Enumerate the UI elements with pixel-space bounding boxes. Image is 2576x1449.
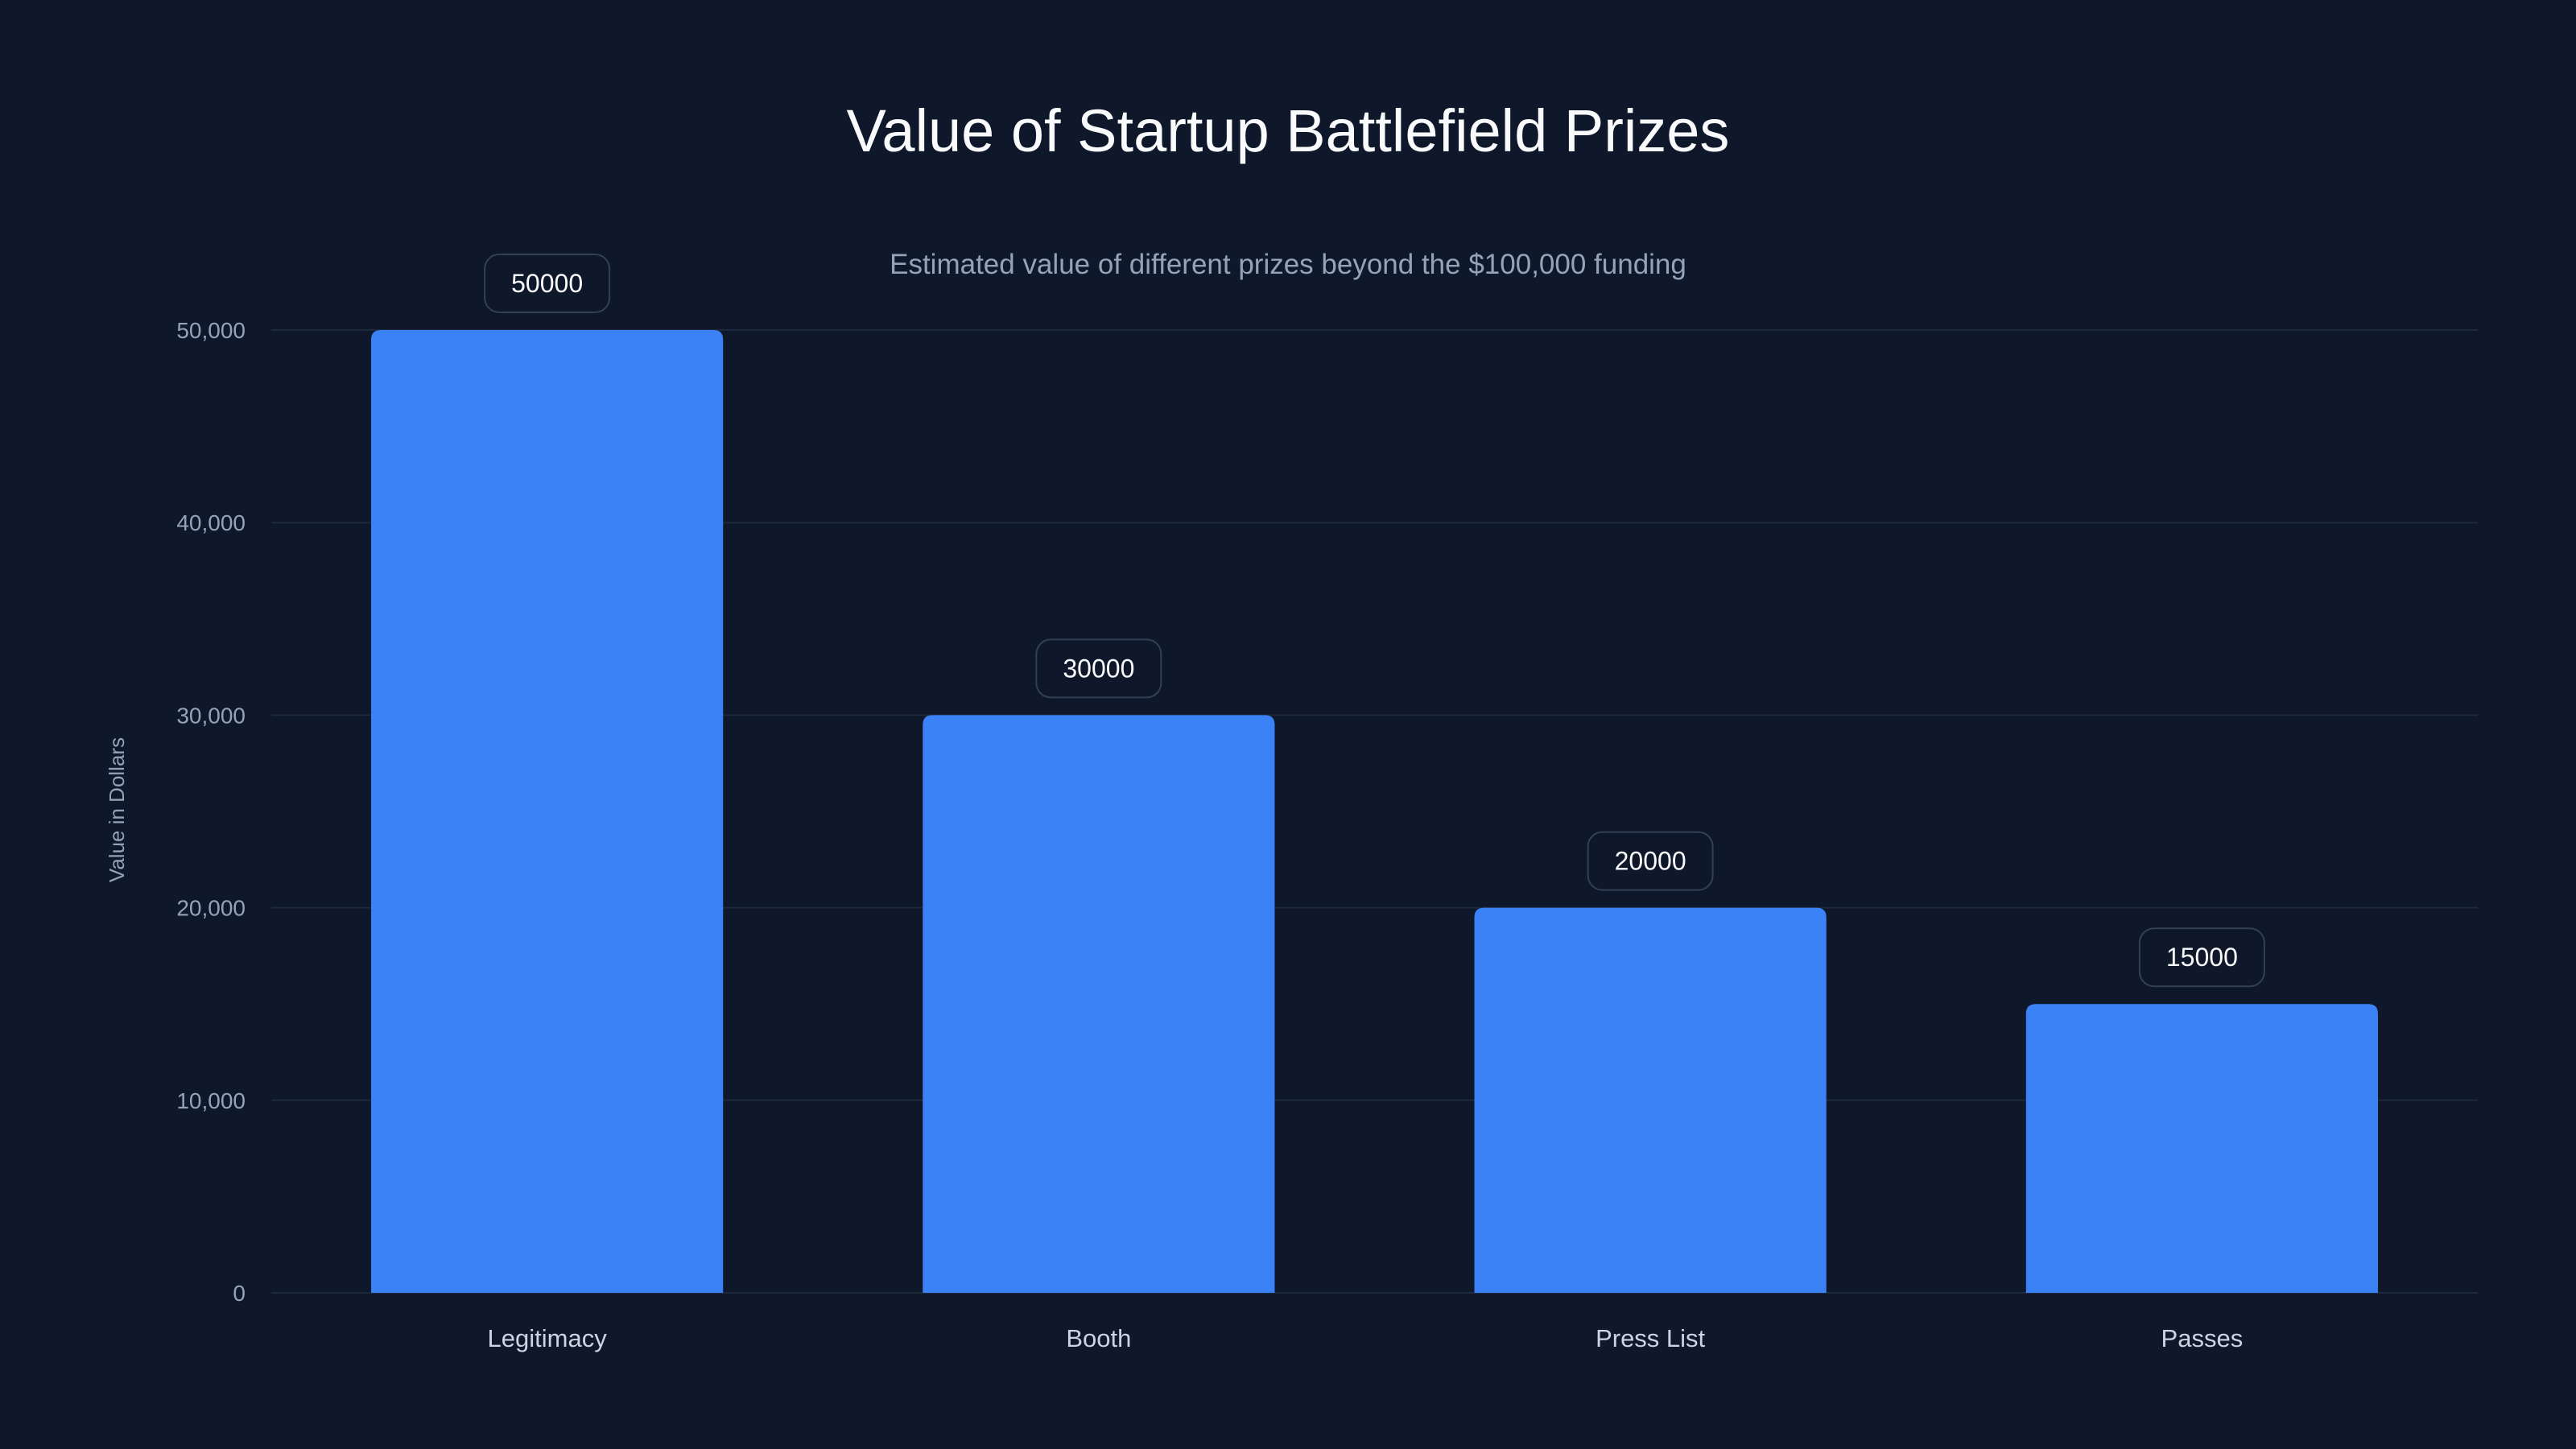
- y-tick-label: 50,000: [176, 318, 246, 343]
- y-tick-label: 0: [233, 1281, 246, 1306]
- data-label-box: [484, 254, 611, 313]
- x-tick-label: Booth: [1066, 1324, 1131, 1352]
- bar-booth: [923, 715, 1275, 1293]
- data-label: 20000: [1615, 847, 1686, 876]
- y-tick-label: 30,000: [176, 703, 246, 728]
- x-tick-label: Passes: [2161, 1324, 2244, 1352]
- data-label-box: [2138, 927, 2265, 988]
- data-label: 50000: [511, 269, 583, 298]
- y-tick-label: 40,000: [176, 510, 246, 535]
- chart-title: Value of Startup Battlefield Prizes: [847, 97, 1730, 164]
- data-label: 30000: [1063, 654, 1134, 683]
- data-label: 15000: [2166, 943, 2238, 972]
- y-tick-label: 20,000: [176, 896, 246, 921]
- x-tick-label: Press List: [1596, 1324, 1705, 1352]
- x-tick-label: Legitimacy: [488, 1324, 608, 1352]
- chart-subtitle: Estimated value of different prizes beyo…: [890, 249, 1686, 280]
- bar-legitimacy: [371, 330, 724, 1293]
- y-axis-label: Value in Dollars: [105, 737, 129, 882]
- data-label-box: [1035, 638, 1162, 699]
- bar-passes: [2025, 1004, 2378, 1293]
- bar-press-list: [1474, 907, 1827, 1293]
- y-tick-label: 10,000: [176, 1088, 246, 1113]
- data-label-box: [1587, 831, 1714, 891]
